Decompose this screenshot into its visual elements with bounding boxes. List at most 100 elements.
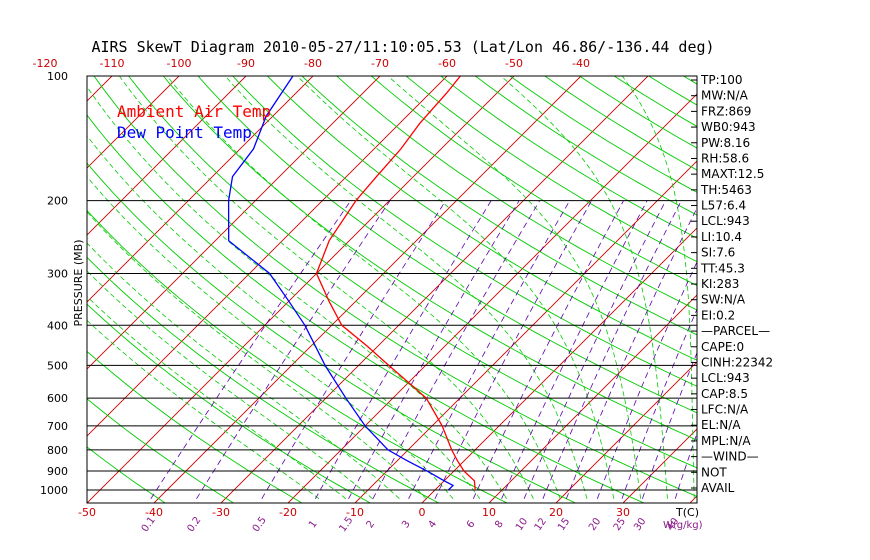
- moist-adiabat-line: [87, 135, 481, 500]
- mixing-ratio-tick-label: 12: [533, 516, 549, 533]
- dry-adiabat-line: [788, 76, 870, 503]
- moist-adiabat-line: [224, 76, 588, 499]
- profile-series: [227, 76, 476, 491]
- mixing-ratio-tick-label: 20: [587, 516, 603, 533]
- index-value: SI:7.6: [701, 246, 735, 260]
- isotherm-line: [87, 76, 515, 503]
- moist-adiabat-line: [87, 295, 347, 500]
- top-temperature-tick-labels: -120 -110 -100 -90 -80 -70 -60 -50 -40: [33, 57, 590, 70]
- chart-title: AIRS SkewT Diagram 2010-05-27/11:10:05.5…: [91, 38, 714, 56]
- dry-adiabat-line: [440, 76, 697, 239]
- dry-adiabat-line: [301, 76, 697, 336]
- index-value: CINH:22342: [701, 355, 773, 369]
- mixing-ratio-tick-label: 3: [400, 519, 413, 531]
- mixing-ratio-line: [542, 200, 682, 499]
- dry-adiabat-line: [87, 162, 576, 503]
- dry-adiabat-line: [87, 209, 508, 503]
- plot-frame: [86, 75, 698, 504]
- moist-adiabat-line: [87, 242, 400, 500]
- series-line-ambient-air-temp: [315, 76, 476, 491]
- dry-adiabat-line: [475, 76, 697, 216]
- dry-adiabat-line: [87, 114, 645, 503]
- mixing-ratio-line: [372, 200, 541, 499]
- isotherm-line: [421, 227, 697, 503]
- isotherm-line: [0, 76, 45, 503]
- pressure-tick-label: 300: [47, 268, 68, 281]
- index-value: EI:0.2: [701, 308, 735, 322]
- index-value: TH:5463: [700, 183, 752, 197]
- mixing-ratio-line: [434, 200, 592, 499]
- index-value: CAP:8.5: [701, 387, 748, 401]
- index-value: TT:45.3: [700, 261, 745, 275]
- mixing-ratio-tick-label: 8: [493, 519, 506, 531]
- mixing-ratio-line: [472, 200, 624, 499]
- pressure-tick-label: 200: [47, 195, 68, 208]
- pressure-tick-label: 1000: [40, 484, 68, 497]
- top-temperature-tick-label: -40: [572, 57, 590, 70]
- index-value: WB0:943: [701, 120, 756, 134]
- index-value: FRZ:869: [701, 104, 751, 118]
- top-temperature-tick-label: -100: [167, 57, 192, 70]
- dry-adiabat-line: [87, 256, 439, 503]
- moist-adiabat-line: [87, 270, 373, 500]
- isotherm-line: [87, 76, 113, 102]
- moist-adiabat-line: [87, 86, 507, 499]
- index-value: RH:58.6: [701, 151, 749, 165]
- chart-legend: Ambient Air Temp Dew Point Temp: [117, 102, 271, 142]
- dry-adiabat-line: [544, 76, 697, 171]
- mixing-ratio-line: [261, 200, 447, 499]
- mixing-ratio-tick-label: 10: [514, 516, 530, 533]
- dry-adiabat-line: [509, 76, 697, 193]
- mixing-ratio-tick-label: 1: [307, 519, 320, 531]
- mixing-ratio-line: [596, 261, 697, 499]
- dry-adiabat-line: [128, 76, 697, 469]
- mixing-ratio-tick-label: 0.5: [251, 515, 269, 534]
- moist-adiabat-line: [296, 76, 615, 499]
- index-value: SW:N/A: [701, 293, 746, 307]
- dry-adiabat-line: [162, 76, 697, 441]
- top-temperature-tick-label: -110: [100, 57, 125, 70]
- dry-adiabat-line: [267, 76, 697, 361]
- isotherm-line: [220, 76, 649, 503]
- isotherm-line: [622, 428, 697, 503]
- y-axis-label: PRESSURE (MB): [72, 240, 85, 327]
- dry-adiabat-line: [93, 76, 697, 497]
- top-temperature-tick-label: -50: [505, 57, 523, 70]
- isotherm-line: [153, 76, 582, 503]
- index-value: TP:100: [700, 73, 743, 87]
- bottom-temperature-tick-labels: -50 -40 -30 -20 -10 0 10 20 30: [78, 506, 630, 519]
- mixing-ratio-tick-label: 2: [365, 519, 378, 531]
- dry-adiabat-line: [753, 76, 870, 503]
- isotherm-line: [488, 294, 697, 503]
- index-value: LFC:N/A: [701, 403, 749, 417]
- moist-adiabat-line: [119, 76, 534, 499]
- dry-adiabat-line: [579, 76, 697, 149]
- isobar-lines: [87, 200, 697, 491]
- bottom-temperature-tick-label: 0: [419, 506, 426, 519]
- temperature-unit-label: T(C): [675, 506, 699, 519]
- pressure-tick-label: 900: [47, 465, 68, 478]
- top-temperature-tick-label: -80: [304, 57, 322, 70]
- dry-adiabat-line: [87, 350, 303, 503]
- mixing-ratio-line: [565, 207, 697, 499]
- isotherm-line: [354, 160, 697, 503]
- bottom-temperature-tick-label: -30: [212, 506, 230, 519]
- legend-dew-point-temp: Dew Point Temp: [117, 123, 252, 142]
- pressure-tick-label: 400: [47, 319, 68, 332]
- pressure-tick-labels: 100 200 300 400 500 600 700 800 900 1000: [40, 70, 68, 497]
- index-value: MPL:N/A: [701, 434, 751, 448]
- mixing-ratio-line: [196, 200, 391, 500]
- moist-adiabat-line: [87, 211, 427, 500]
- index-value: L57:6.4: [701, 199, 746, 213]
- dry-adiabat-line: [197, 76, 697, 414]
- index-value: KI:283: [701, 277, 739, 291]
- pressure-tick-label: 600: [47, 392, 68, 405]
- index-value: LI:10.4: [701, 230, 742, 244]
- top-temperature-tick-label: -70: [371, 57, 389, 70]
- dry-adiabat-line: [87, 303, 371, 503]
- mixing-ratio-tick-label: 6: [465, 519, 478, 531]
- moist-adiabat-line: [87, 176, 454, 500]
- mixing-ratio-line: [150, 200, 352, 500]
- mixing-ratio-line: [348, 200, 520, 499]
